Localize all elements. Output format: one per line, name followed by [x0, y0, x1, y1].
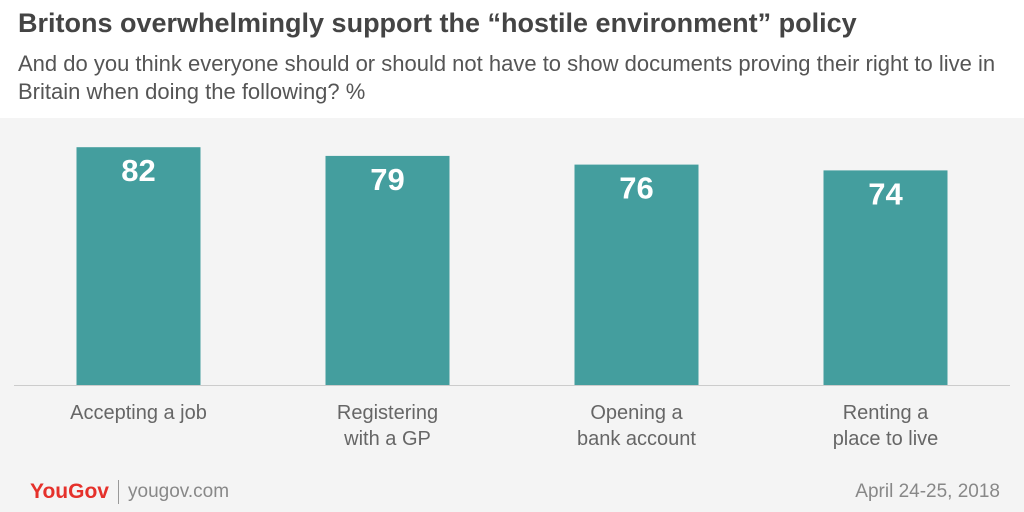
header: Britons overwhelmingly support the “host… — [0, 0, 1024, 118]
survey-date: April 24-25, 2018 — [855, 481, 1000, 502]
value-label: 79 — [370, 162, 404, 197]
chart-title: Britons overwhelmingly support the “host… — [18, 8, 857, 38]
bar — [823, 170, 948, 385]
bar — [574, 164, 699, 385]
brand-logo: YouGov — [30, 480, 109, 503]
value-label: 74 — [868, 176, 903, 211]
site-url: yougov.com — [128, 481, 230, 502]
x-tick-label: Renting a place to live — [832, 402, 939, 450]
separator — [118, 480, 119, 504]
x-tick-label: Accepting a job — [70, 402, 207, 424]
x-tick-label: Opening a bank account — [577, 402, 696, 450]
bar — [76, 147, 201, 385]
value-label: 82 — [121, 153, 155, 188]
bar — [325, 155, 450, 385]
chart-subtitle: And do you think everyone should or shou… — [18, 51, 996, 104]
x-tick-label: Registering with a GP — [336, 402, 439, 450]
value-label: 76 — [619, 171, 653, 206]
